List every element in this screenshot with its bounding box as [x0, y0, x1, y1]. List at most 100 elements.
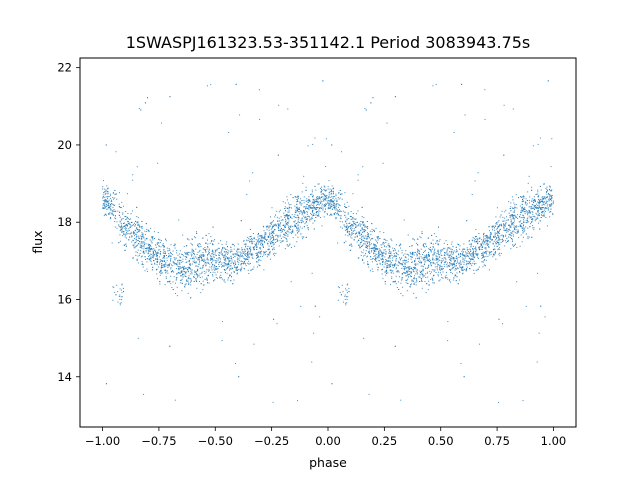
data-point: [551, 203, 553, 205]
data-point: [523, 231, 525, 233]
data-point: [138, 254, 140, 256]
data-point: [348, 233, 350, 235]
data-point: [409, 251, 411, 253]
data-point: [403, 266, 405, 268]
data-point: [176, 272, 178, 274]
data-point: [324, 190, 326, 192]
data-point: [451, 268, 453, 270]
data-point: [273, 230, 275, 232]
data-point: [530, 208, 532, 210]
data-point: [115, 294, 117, 296]
data-point: [485, 259, 487, 261]
data-point: [469, 261, 471, 263]
data-point: [201, 256, 203, 258]
data-point: [363, 237, 365, 239]
data-point: [417, 249, 419, 251]
data-point: [401, 279, 403, 281]
data-point: [152, 255, 154, 257]
data-point: [108, 205, 110, 207]
data-point: [350, 216, 352, 218]
data-point: [305, 208, 307, 210]
data-point: [147, 97, 149, 99]
data-point: [246, 240, 248, 242]
data-point: [220, 271, 222, 273]
data-point: [299, 211, 301, 213]
data-point: [411, 271, 413, 273]
data-point: [303, 202, 305, 204]
data-point: [227, 258, 229, 260]
data-point: [236, 253, 238, 255]
data-point: [331, 201, 333, 203]
data-point: [185, 261, 187, 263]
data-point: [107, 201, 109, 203]
data-point: [105, 199, 107, 201]
data-point: [113, 210, 115, 212]
data-point: [261, 241, 263, 243]
data-point: [356, 213, 358, 215]
data-point: [224, 268, 226, 270]
data-point: [447, 254, 449, 256]
data-point: [412, 280, 414, 282]
data-point: [115, 218, 117, 220]
data-point: [442, 277, 444, 279]
data-point: [195, 278, 197, 280]
data-point: [367, 241, 369, 243]
data-point: [511, 239, 513, 241]
data-point: [196, 253, 198, 255]
data-point: [486, 236, 488, 238]
data-point: [215, 250, 217, 252]
data-point: [196, 287, 198, 289]
data-point: [311, 191, 313, 193]
data-point: [362, 166, 364, 168]
data-point: [288, 207, 290, 209]
data-point: [146, 247, 148, 249]
data-point: [471, 240, 473, 242]
data-point: [312, 213, 314, 215]
data-point: [446, 264, 448, 266]
data-point: [329, 204, 331, 206]
data-point: [176, 264, 178, 266]
data-point: [233, 279, 235, 281]
data-point: [225, 263, 227, 265]
data-point: [469, 258, 471, 260]
data-point: [219, 261, 221, 263]
data-point: [350, 243, 352, 245]
data-point: [504, 240, 506, 242]
data-point: [299, 203, 301, 205]
data-point: [489, 236, 491, 238]
data-point: [402, 264, 404, 266]
data-point: [445, 260, 447, 262]
data-point: [390, 270, 392, 272]
data-point: [218, 266, 220, 268]
data-point: [452, 279, 454, 281]
data-point: [128, 229, 130, 231]
data-point: [153, 257, 155, 259]
data-point: [104, 199, 106, 201]
data-point: [543, 196, 545, 198]
data-point: [479, 241, 481, 243]
data-point: [414, 261, 416, 263]
data-point: [234, 262, 236, 264]
data-point: [333, 204, 335, 206]
data-point: [255, 242, 257, 244]
data-point: [487, 255, 489, 257]
data-point: [121, 201, 123, 203]
data-point: [205, 264, 207, 266]
data-point: [199, 249, 201, 251]
data-point: [490, 232, 492, 234]
data-point: [317, 198, 319, 200]
data-point: [467, 251, 469, 253]
data-point: [462, 272, 464, 274]
data-point: [510, 232, 512, 234]
data-point: [512, 216, 514, 218]
data-point: [112, 206, 114, 208]
data-point: [447, 340, 449, 342]
data-point: [174, 258, 176, 260]
data-point: [345, 228, 347, 230]
data-point: [531, 216, 533, 218]
data-point: [461, 266, 463, 268]
data-point: [187, 280, 189, 282]
data-point: [375, 250, 377, 252]
data-point: [471, 248, 473, 250]
data-point: [325, 166, 327, 168]
